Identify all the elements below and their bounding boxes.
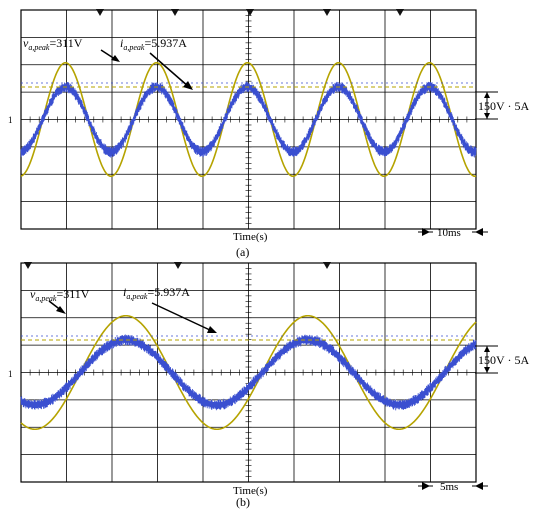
current-subscript-a: a,peak	[123, 43, 145, 52]
scale-arrow-up-b	[484, 346, 490, 352]
trigger-marker	[171, 9, 179, 16]
trigger-markers-a	[96, 9, 404, 16]
trigger-marker	[323, 262, 331, 269]
time-scale-arrow-right-a	[475, 228, 483, 236]
zero-marker-b: 1	[8, 369, 13, 379]
voltage-peak-annotation-b: va,peak=311V	[30, 287, 90, 303]
zero-marker-a: 1	[8, 115, 13, 125]
voltage-trace	[20, 61, 477, 178]
waveforms-b	[20, 314, 477, 431]
current-peak-annotation-a: ia,peak=5.937A	[120, 36, 187, 52]
voltage-subscript-b: a,peak	[35, 294, 57, 303]
panel-b: 1 va,peak=311V ia,peak=5.937A 150V · 5A …	[8, 262, 529, 509]
scale-arrow-up-a	[484, 92, 490, 98]
current-symbol-b: i	[123, 285, 126, 299]
scale-arrow-down-a	[484, 113, 490, 119]
trigger-marker	[323, 9, 331, 16]
current-subscript-b: a,peak	[126, 292, 148, 301]
panel-label-a: (a)	[236, 245, 249, 259]
voltage-peak-value-a: =311V	[49, 36, 82, 50]
x-axis-label-a: Time(s)	[233, 231, 268, 243]
current-trace	[20, 81, 477, 158]
trigger-markers-b	[24, 262, 331, 269]
panel-label-b: (b)	[236, 495, 250, 509]
scale-arrow-down-b	[484, 367, 490, 373]
voltage-arrowhead-b	[56, 306, 66, 314]
scale-label-b: 150V · 5A	[478, 353, 529, 367]
voltage-subscript-a: a,peak	[28, 43, 50, 52]
scale-label-a: 150V · 5A	[478, 99, 529, 113]
current-arrowhead-a	[183, 81, 193, 90]
trigger-marker	[396, 9, 404, 16]
trigger-marker	[246, 9, 254, 16]
voltage-peak-value-b: =311V	[56, 287, 89, 301]
time-scale-label-b: 5ms	[440, 481, 458, 493]
waveforms-a	[20, 61, 477, 178]
grid-b	[20, 262, 477, 483]
current-arrow-a	[149, 52, 190, 88]
current-arrowhead-b	[207, 326, 217, 333]
time-scale-arrow-left-a	[422, 228, 430, 236]
panel-a: 1 va,peak=311V ia,peak=5.937A 150V · 5A …	[8, 9, 529, 259]
current-peak-value-b: =5.937A	[147, 285, 190, 299]
x-axis-label-b: Time(s)	[233, 485, 268, 497]
time-scale-arrow-right-b	[475, 482, 483, 490]
time-scale-arrow-left-b	[422, 482, 430, 490]
time-scale-label-a: 10ms	[437, 227, 461, 239]
current-trace	[20, 334, 477, 411]
trigger-marker	[96, 9, 104, 16]
current-symbol-a: i	[120, 36, 123, 50]
voltage-symbol-b: v	[30, 287, 36, 301]
trigger-marker	[174, 262, 182, 269]
voltage-arrowhead-a	[111, 55, 120, 62]
current-peak-value-a: =5.937A	[144, 36, 187, 50]
voltage-trace	[20, 314, 477, 431]
trigger-marker	[24, 262, 32, 269]
current-peak-annotation-b: ia,peak=5.937A	[123, 285, 190, 301]
voltage-symbol-a: v	[23, 36, 29, 50]
current-arrow-b	[151, 302, 213, 332]
voltage-peak-annotation-a: va,peak=311V	[23, 36, 83, 52]
